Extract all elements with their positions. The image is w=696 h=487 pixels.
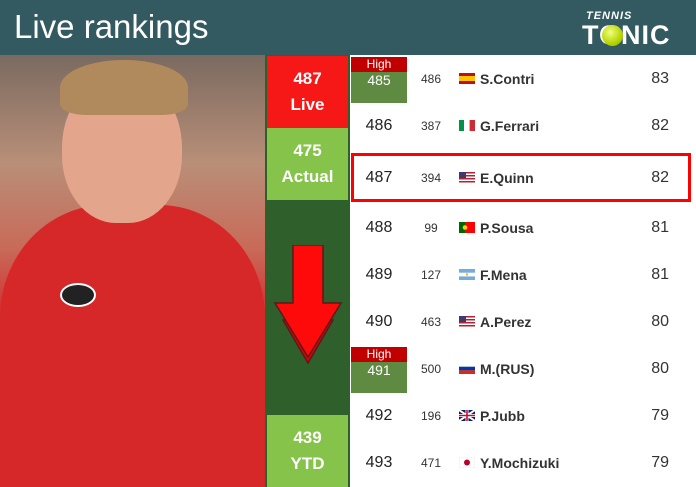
previous-rank: 196 — [420, 409, 442, 423]
player-name[interactable]: E.Quinn — [480, 170, 534, 186]
flag-us-icon — [459, 172, 475, 183]
rank: 485 — [367, 72, 391, 88]
flag-ru-icon — [459, 363, 475, 374]
rank: 492 — [365, 407, 393, 424]
player-shirt — [0, 205, 265, 487]
player-name[interactable]: P.Sousa — [480, 220, 534, 236]
player-photo — [0, 55, 265, 487]
ytd-rank-box: 439 YTD — [267, 415, 348, 487]
ytd-rank: 439 — [293, 428, 322, 447]
rank: 493 — [365, 454, 393, 471]
actual-rank-box: 475 Actual — [267, 128, 348, 200]
points: 81 — [651, 219, 669, 236]
header: Live rankings TENNIS TONIC — [0, 0, 696, 55]
ranking-summary: 487 Live 475 Actual 439 YTD — [265, 55, 350, 487]
points: 80 — [651, 360, 669, 377]
georgia-logo — [60, 283, 96, 307]
table-row[interactable]: 486 387 G.Ferrari 82 — [350, 103, 696, 150]
career-high-badge: High 491 — [351, 347, 407, 393]
previous-rank: 471 — [420, 456, 442, 470]
actual-label: Actual — [281, 167, 334, 186]
table-row[interactable]: High 485 486 S.Contri 83 — [350, 56, 696, 103]
page-title: Live rankings — [14, 8, 209, 45]
previous-rank: 486 — [420, 72, 442, 86]
down-arrow-icon — [273, 245, 343, 365]
flag-jp-icon — [459, 457, 475, 468]
player-name[interactable]: S.Contri — [480, 71, 535, 87]
points: 79 — [651, 454, 669, 471]
ytd-label: YTD — [290, 454, 325, 473]
points: 79 — [651, 407, 669, 424]
rank: 487 — [365, 169, 393, 186]
logo-top-text: TENNIS — [586, 10, 633, 22]
current-player-highlight — [351, 153, 691, 202]
previous-rank: 394 — [420, 171, 442, 185]
flag-es-icon — [459, 73, 475, 84]
logo-bottom-text: TONIC — [582, 20, 671, 50]
live-rank-box: 487 Live — [267, 56, 348, 128]
table-row[interactable]: 488 99 P.Sousa 81 — [350, 205, 696, 252]
actual-rank: 475 — [293, 141, 322, 160]
previous-rank: 127 — [420, 268, 442, 282]
previous-rank: 500 — [420, 362, 442, 376]
player-name[interactable]: P.Jubb — [480, 408, 525, 424]
player-name[interactable]: F.Mena — [480, 267, 527, 283]
player-name[interactable]: Y.Mochizuki — [480, 455, 560, 471]
player-hair — [60, 60, 188, 115]
rank: 490 — [365, 313, 393, 330]
table-row[interactable]: 490 463 A.Perez 80 — [350, 299, 696, 346]
rank: 489 — [365, 266, 393, 283]
table-row[interactable]: High 491 500 M.(RUS) 80 — [350, 346, 696, 393]
player-name[interactable]: A.Perez — [480, 314, 532, 330]
high-label: High — [351, 57, 407, 72]
rank: 486 — [365, 117, 393, 134]
high-label: High — [351, 347, 407, 362]
rank: 491 — [367, 362, 391, 378]
table-row[interactable]: 487 394 E.Quinn 82 — [350, 155, 696, 202]
points: 82 — [651, 117, 669, 134]
table-row[interactable]: 493 471 Y.Mochizuki 79 — [350, 440, 696, 487]
previous-rank: 463 — [420, 315, 442, 329]
rank: 488 — [365, 219, 393, 236]
player-name[interactable]: M.(RUS) — [480, 361, 535, 377]
points: 81 — [651, 266, 669, 283]
tennis-tonic-logo[interactable]: TENNIS TONIC — [580, 8, 680, 50]
flag-ar-icon — [459, 269, 475, 280]
points: 80 — [651, 313, 669, 330]
tennis-ball-icon — [602, 25, 623, 46]
points: 83 — [651, 70, 669, 87]
points: 82 — [651, 169, 669, 186]
live-label: Live — [290, 95, 325, 114]
player-name[interactable]: G.Ferrari — [480, 118, 540, 134]
table-row[interactable]: 492 196 P.Jubb 79 — [350, 393, 696, 440]
table-row[interactable]: 489 127 F.Mena 81 — [350, 252, 696, 299]
flag-pt-icon — [459, 222, 475, 233]
live-rank: 487 — [293, 69, 322, 88]
career-high-badge: High 485 — [351, 57, 407, 103]
flag-us-icon — [459, 316, 475, 327]
flag-gb-icon — [459, 410, 475, 421]
flag-it-icon — [459, 120, 475, 131]
previous-rank: 387 — [420, 119, 442, 133]
previous-rank: 99 — [424, 221, 438, 235]
